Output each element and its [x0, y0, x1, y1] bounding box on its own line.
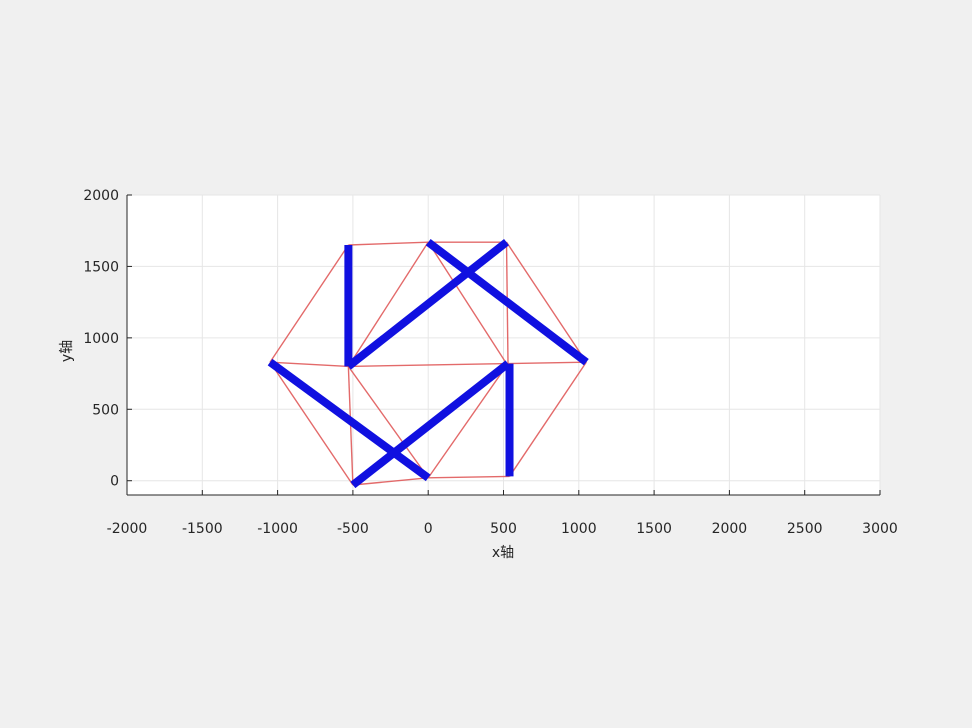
y-tick-label: 500 [92, 402, 119, 418]
thin-member [508, 361, 587, 365]
axes [126, 194, 881, 496]
x-tick-label: -500 [337, 521, 369, 537]
thin-member [348, 241, 429, 246]
x-tick-label: 2500 [787, 521, 823, 537]
x-tick-label: -1000 [257, 521, 298, 537]
y-tick-label: 0 [110, 474, 119, 490]
x-tick-label: 0 [424, 521, 433, 537]
thin-member [428, 475, 510, 479]
thick-member [425, 238, 589, 366]
thin-member [269, 244, 349, 363]
thin-member [348, 362, 509, 368]
x-tick-label: 500 [490, 521, 517, 537]
thin-member [352, 477, 429, 486]
y-tick-label: 2000 [83, 188, 119, 204]
x-tick-label: 3000 [862, 521, 898, 537]
thick-member [267, 358, 431, 482]
x-tick-label: 2000 [712, 521, 748, 537]
grid-lines [126, 194, 881, 495]
thick-member [350, 360, 511, 489]
thin-member [427, 363, 509, 479]
x-tick-label: -2000 [107, 521, 148, 537]
thin-member [269, 361, 354, 486]
x-tick-label: 1500 [636, 521, 672, 537]
thin-member [347, 366, 429, 479]
thin-member [427, 241, 508, 364]
y-tick-label: 1500 [83, 259, 119, 275]
x-tick-label: 1000 [561, 521, 597, 537]
x-tick-labels: -2000 -1500 -1000 -500 0 500 1000 1500 2000 2500 3… [107, 521, 898, 537]
thin-member [270, 361, 349, 368]
x-tick-label: -1500 [182, 521, 223, 537]
thick-member [345, 238, 509, 370]
x-axis-label: x轴 [492, 545, 514, 561]
y-axis-label: y轴 [59, 340, 75, 362]
thick-members [267, 238, 589, 489]
y-tick-label: 1000 [83, 331, 119, 347]
thin-member [508, 361, 587, 477]
thin-member [505, 241, 587, 363]
thin-member [347, 241, 429, 367]
y-tick-labels: 0 500 1000 1500 2000 [83, 188, 119, 490]
